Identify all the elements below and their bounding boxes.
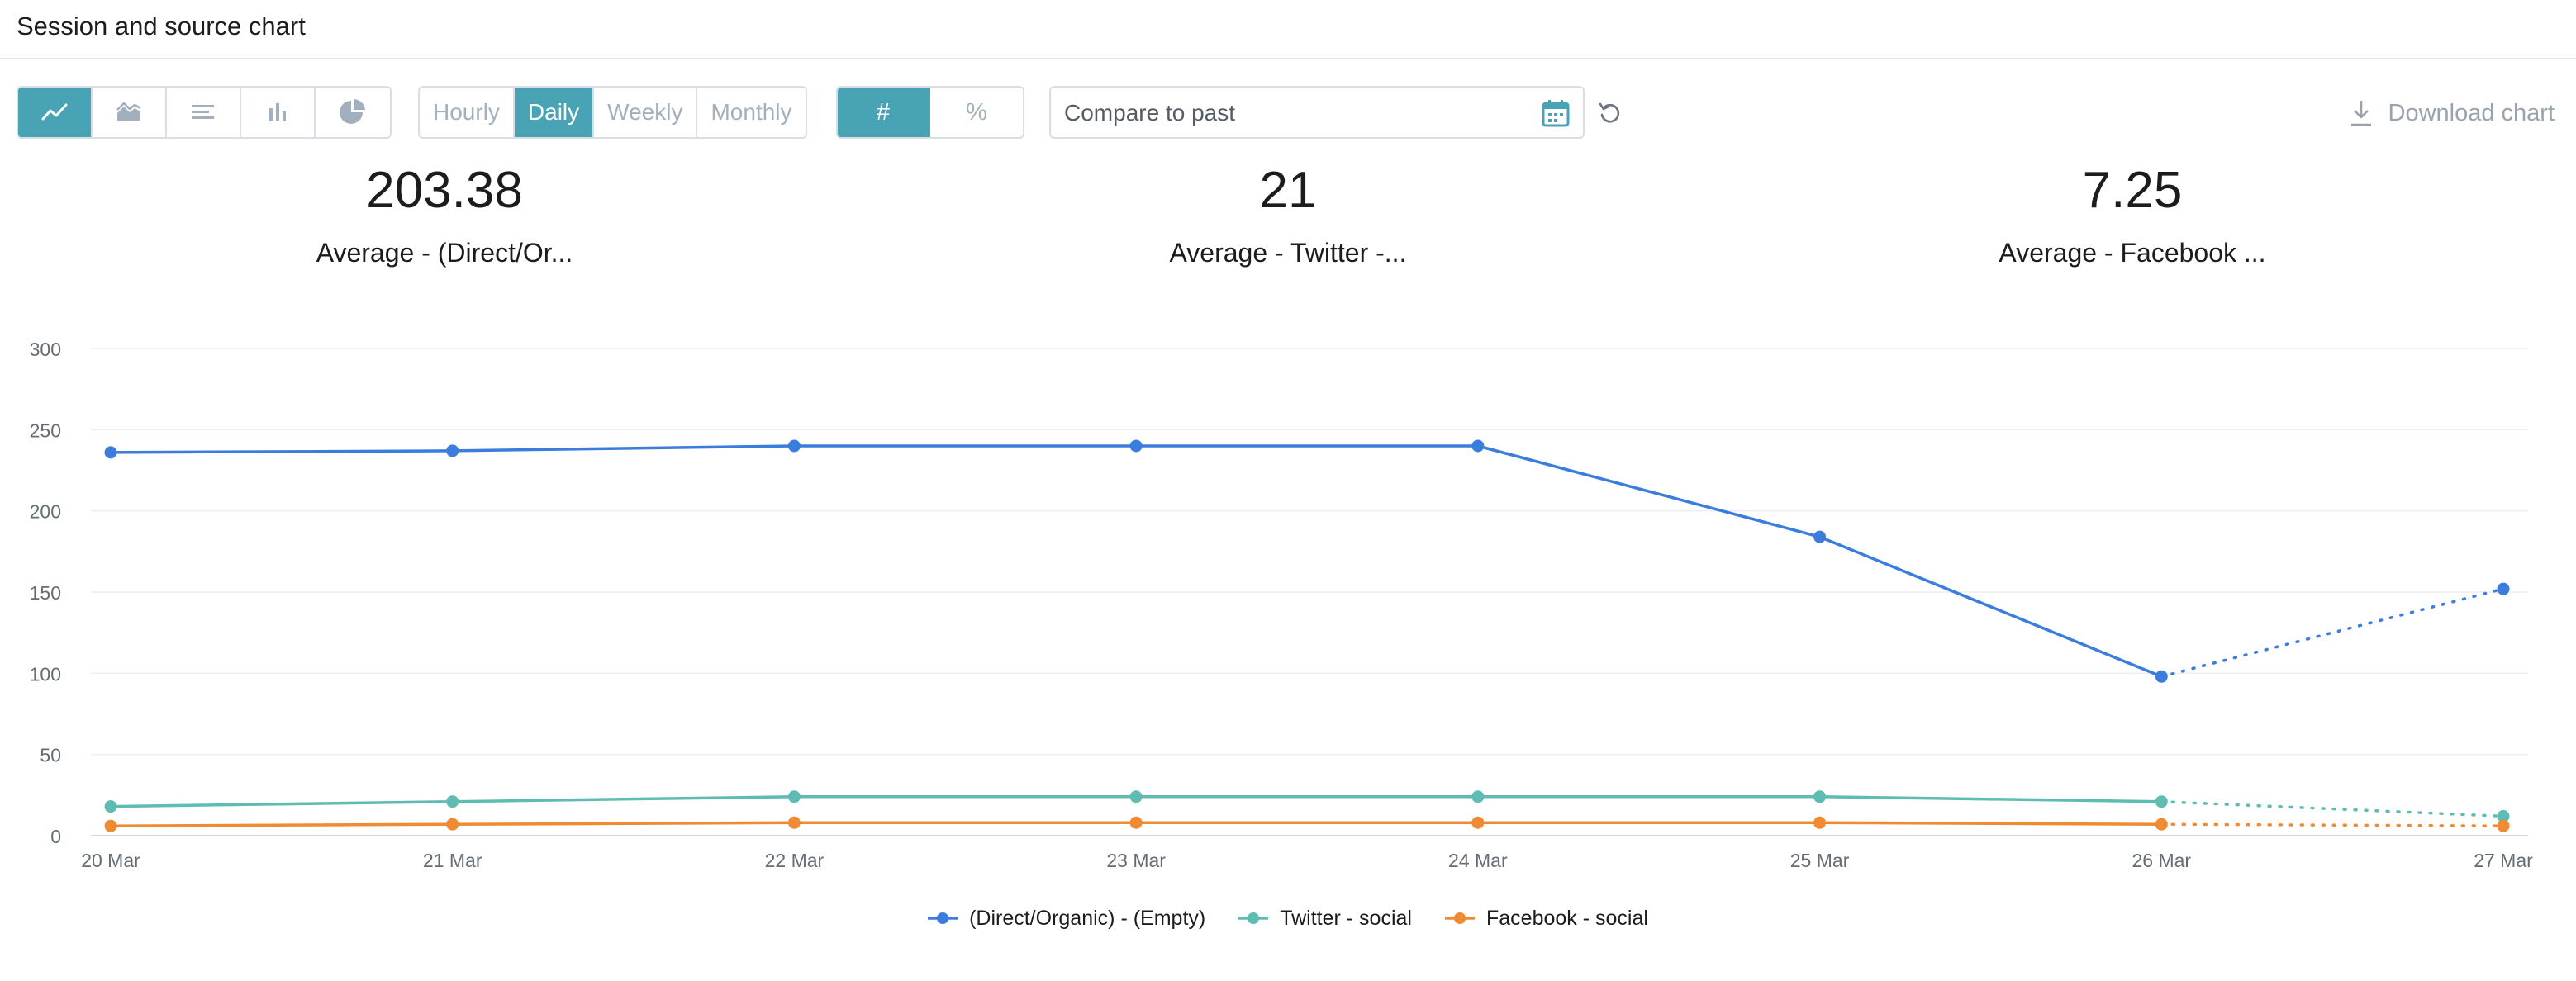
download-chart-label: Download chart <box>2388 99 2555 126</box>
legend-marker-icon <box>1444 912 1475 924</box>
data-point <box>1129 439 1143 453</box>
interval-hourly-button[interactable]: Hourly <box>420 88 515 137</box>
data-point <box>2155 818 2168 831</box>
percent-mode-button[interactable]: % <box>930 88 1023 137</box>
value-mode-group: # % <box>836 86 1024 139</box>
line-chart-icon <box>41 103 68 121</box>
download-chart-button[interactable]: Download chart <box>2349 92 2555 134</box>
y-tick-label: 50 <box>40 745 61 766</box>
stat-twitter: 21 Average - Twitter -... <box>999 165 1577 268</box>
stat-value: 203.38 <box>366 162 523 219</box>
summary-stats: 203.38 Average - (Direct/Or... 21 Averag… <box>0 165 2576 281</box>
bar-chart-icon <box>269 103 286 121</box>
calendar-icon[interactable] <box>1540 97 1571 129</box>
x-tick-label: 27 Mar <box>2474 850 2533 871</box>
interval-monthly-button[interactable]: Monthly <box>697 88 806 137</box>
data-point <box>1813 790 1827 803</box>
data-point <box>1129 816 1143 829</box>
data-point <box>2155 670 2168 683</box>
data-point <box>1471 816 1485 829</box>
pie-chart-button[interactable] <box>316 88 390 137</box>
legend-label: Twitter - social <box>1280 906 1412 930</box>
pie-chart-icon <box>340 98 365 124</box>
y-tick-label: 200 <box>30 501 61 523</box>
data-point <box>1129 790 1143 803</box>
y-tick-label: 100 <box>30 663 61 685</box>
legend-marker-icon <box>1238 912 1269 924</box>
series-projection-line <box>2160 587 2505 679</box>
bar-chart-button[interactable] <box>241 88 316 137</box>
interval-weekly-button[interactable]: Weekly <box>594 88 698 137</box>
stat-value: 21 <box>1259 162 1317 219</box>
horizontal-bar-chart-button[interactable] <box>167 88 241 137</box>
stat-direct-organic: 203.38 Average - (Direct/Or... <box>155 165 734 268</box>
data-point <box>787 790 801 803</box>
legend-item[interactable]: Facebook - social <box>1444 906 1648 931</box>
chart-type-group <box>17 86 392 139</box>
interval-daily-button[interactable]: Daily <box>514 88 595 137</box>
x-tick-label: 20 Mar <box>81 850 140 871</box>
line-chart-button[interactable] <box>18 88 93 137</box>
data-point <box>2497 809 2510 822</box>
compare-to-past-field <box>1049 86 1585 139</box>
y-tick-label: 250 <box>30 419 61 441</box>
legend-marker-icon <box>928 912 958 924</box>
header: Session and source chart <box>0 0 2576 59</box>
stat-facebook: 7.25 Average - Facebook ... <box>1843 165 2422 268</box>
stat-label: Average - (Direct/Or... <box>316 238 573 268</box>
data-point <box>104 800 117 813</box>
y-tick-label: 150 <box>30 582 61 604</box>
data-point <box>446 795 459 808</box>
data-point <box>104 819 117 832</box>
reset-icon[interactable] <box>1596 99 1624 127</box>
data-point <box>446 444 459 457</box>
stat-label: Average - Facebook ... <box>1999 238 2266 268</box>
y-tick-label: 300 <box>30 339 61 360</box>
line-chart: 0 50 100 150 200 250 300 20 Mar 21 Mar 22 Mar 23 M… <box>30 339 2534 871</box>
x-tick-label: 24 Mar <box>1448 850 1508 871</box>
area-chart-button[interactable] <box>93 88 167 137</box>
stat-value: 7.25 <box>2082 162 2183 219</box>
legend-item[interactable]: (Direct/Organic) - (Empty) <box>928 907 1205 931</box>
data-point <box>2155 795 2168 808</box>
series-line <box>110 444 2162 678</box>
legend-label: Facebook - social <box>1485 906 1648 930</box>
stat-label: Average - Twitter -... <box>1169 238 1407 268</box>
interval-group: Hourly Daily Weekly Monthly <box>418 86 807 139</box>
series-projection-line <box>2160 822 2505 827</box>
x-tick-label: 23 Mar <box>1106 850 1166 871</box>
area-chart-icon <box>116 102 141 121</box>
data-point <box>1471 439 1485 453</box>
x-tick-label: 26 Mar <box>2132 850 2191 871</box>
y-tick-label: 0 <box>50 826 61 847</box>
download-icon <box>2350 101 2371 126</box>
series-projection-line <box>2160 799 2505 818</box>
data-point <box>104 446 117 459</box>
x-tick-label: 21 Mar <box>423 850 482 871</box>
toolbar: Hourly Daily Weekly Monthly # % <box>0 86 2576 140</box>
legend-label: (Direct/Organic) - (Empty) <box>969 906 1206 930</box>
page-title: Session and source chart <box>17 12 306 40</box>
data-point <box>787 816 801 829</box>
chart-legend: (Direct/Organic) - (Empty) Twitter - soci… <box>0 902 2576 935</box>
x-tick-label: 22 Mar <box>765 850 825 871</box>
data-point <box>1813 816 1827 829</box>
x-tick-label: 25 Mar <box>1790 850 1850 871</box>
data-point <box>446 818 459 831</box>
data-point <box>2497 819 2510 832</box>
data-point <box>1813 530 1827 543</box>
data-point <box>787 439 801 453</box>
data-point <box>1471 790 1485 803</box>
horizontal-bar-chart-icon <box>192 105 214 119</box>
compare-to-past-input[interactable] <box>1064 97 1527 129</box>
data-point <box>2497 582 2510 595</box>
absolute-mode-button[interactable]: # <box>838 88 930 137</box>
legend-item[interactable]: Twitter - social <box>1238 907 1412 931</box>
